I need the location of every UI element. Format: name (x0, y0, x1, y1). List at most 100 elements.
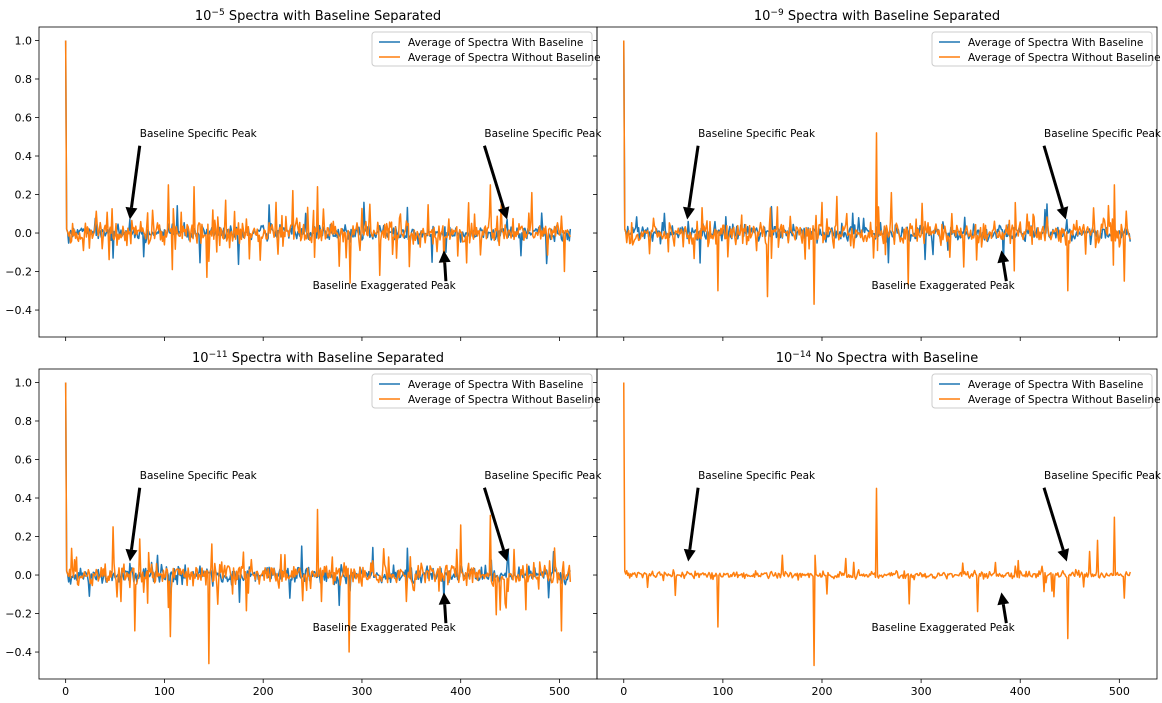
legend-label-with-baseline: Average of Spectra With Baseline (968, 379, 1143, 391)
subplot-title: 10−9 Spectra with Baseline Separated (754, 8, 1000, 24)
x-tick-label: 300 (911, 685, 932, 698)
series-line-without-baseline (623, 382, 1131, 667)
x-tick-label: 200 (253, 685, 274, 698)
x-tick-label: 0 (620, 685, 627, 698)
y-tick-label: −0.2 (5, 266, 32, 279)
legend-box (371, 31, 593, 67)
subplot-title: 10−14 No Spectra with Baseline (776, 350, 979, 366)
legend: Average of Spectra With Baseline Average … (931, 373, 1161, 409)
y-tick-label: 0.6 (15, 111, 33, 124)
title-base: 10 (754, 9, 771, 24)
subplot-4: 10−14 No Spectra with Baseline Baseline S… (593, 350, 1162, 698)
legend-box (931, 31, 1153, 67)
annotation-label: Baseline Specific Peak (484, 128, 602, 140)
annotation-label: Baseline Exaggerated Peak (313, 622, 457, 634)
annotation-arrow-shaft (482, 487, 506, 551)
subplot-title: 10−5 Spectra with Baseline Separated (195, 8, 441, 24)
annotation-arrow-shaft (1042, 487, 1065, 551)
title-text: Spectra with Baseline Separated (228, 351, 444, 366)
annotation-label: Baseline Specific Peak (484, 470, 602, 482)
plot-area (623, 40, 1131, 306)
x-tick-label: 0 (62, 685, 69, 698)
annotation-arrow-head (438, 592, 451, 605)
annotation-arrow-shaft (129, 487, 142, 550)
annotation-arrow-shaft (688, 487, 700, 550)
y-tick-label: 0.8 (15, 415, 33, 428)
y-tick-label: −0.4 (5, 646, 32, 659)
legend-box (371, 373, 593, 409)
annotation-arrow-head (997, 592, 1010, 606)
subplot-3: 10−11 Spectra with Baseline Separated Bas… (5, 350, 602, 698)
title-exponent: −11 (209, 350, 228, 360)
y-tick-label: 0.8 (15, 73, 33, 86)
annotation-arrow-shaft (687, 145, 700, 208)
title-base: 10 (192, 351, 209, 366)
legend-label-with-baseline: Average of Spectra With Baseline (968, 37, 1143, 49)
annotation-arrow-shaft (1001, 261, 1008, 282)
title-text: No Spectra with Baseline (811, 351, 978, 366)
annotation-label: Baseline Specific Peak (1044, 128, 1162, 140)
axes-frame (596, 26, 1158, 338)
annotation-arrow-head (1057, 548, 1069, 562)
annotation-arrow-head (997, 250, 1010, 264)
title-exponent: −5 (211, 8, 224, 18)
title-text: Spectra with Baseline Separated (784, 9, 1000, 24)
annotation-label: Baseline Specific Peak (1044, 470, 1162, 482)
x-tick-label: 300 (351, 685, 372, 698)
y-tick-label: −0.4 (5, 304, 32, 317)
annotation-arrow-shaft (1042, 145, 1064, 209)
annotation-arrow-shaft (443, 262, 448, 282)
y-tick-label: 0.0 (15, 227, 33, 240)
annotation-label: Baseline Exaggerated Peak (313, 280, 457, 292)
y-tick-label: 1.0 (15, 376, 33, 389)
y-tick-label: 1.0 (15, 34, 33, 47)
annotation-arrow-head (438, 250, 451, 263)
y-tick-label: 0.6 (15, 453, 33, 466)
y-tick-label: 0.2 (15, 189, 33, 202)
x-tick-label: 100 (154, 685, 175, 698)
y-tick-label: 0.2 (15, 531, 33, 544)
legend-label-with-baseline: Average of Spectra With Baseline (408, 379, 583, 391)
legend-label-without-baseline: Average of Spectra Without Baseline (968, 52, 1161, 64)
annotation-arrow-head (125, 206, 138, 220)
annotation-label: Baseline Exaggerated Peak (872, 622, 1016, 634)
annotation-label: Baseline Specific Peak (140, 128, 258, 140)
x-tick-label: 500 (1109, 685, 1130, 698)
subplot-1: 10−5 Spectra with Baseline Separated Base… (5, 8, 602, 341)
annotation-arrow-shaft (443, 604, 448, 624)
legend-box (931, 373, 1153, 409)
legend-label-without-baseline: Average of Spectra Without Baseline (408, 52, 601, 64)
title-exponent: −14 (792, 350, 811, 360)
series-line-without-baseline (623, 40, 1131, 306)
legend: Average of Spectra With Baseline Average … (371, 31, 601, 67)
x-tick-label: 100 (712, 685, 733, 698)
annotation-label: Baseline Specific Peak (140, 470, 258, 482)
plot-area (64, 40, 572, 284)
x-tick-label: 200 (811, 685, 832, 698)
plot-area (623, 382, 1131, 667)
annotation-arrow-shaft (1001, 603, 1008, 624)
y-tick-label: 0.4 (15, 492, 33, 505)
title-text: Spectra with Baseline Separated (225, 9, 441, 24)
annotation-arrow-head (1056, 206, 1069, 220)
annotation-label: Baseline Exaggerated Peak (872, 280, 1016, 292)
legend-label-with-baseline: Average of Spectra With Baseline (408, 37, 583, 49)
y-tick-label: 0.4 (15, 150, 33, 163)
annotation-label: Baseline Specific Peak (698, 128, 816, 140)
series-line-without-baseline (64, 382, 572, 665)
annotation-arrow-shaft (482, 145, 506, 209)
legend: Average of Spectra With Baseline Average … (931, 31, 1161, 67)
subplot-2: 10−9 Spectra with Baseline Separated Base… (593, 8, 1162, 341)
title-base: 10 (195, 9, 212, 24)
annotation-arrow-head (125, 548, 138, 562)
x-tick-label: 500 (549, 685, 570, 698)
annotation-arrow-shaft (129, 145, 142, 208)
legend: Average of Spectra With Baseline Average … (371, 373, 601, 409)
plot-area (64, 382, 572, 665)
y-tick-label: 0.0 (15, 569, 33, 582)
title-exponent: −9 (770, 8, 784, 18)
x-tick-label: 400 (1010, 685, 1031, 698)
annotation-arrow-head (683, 548, 696, 562)
series-line-without-baseline (64, 40, 571, 284)
